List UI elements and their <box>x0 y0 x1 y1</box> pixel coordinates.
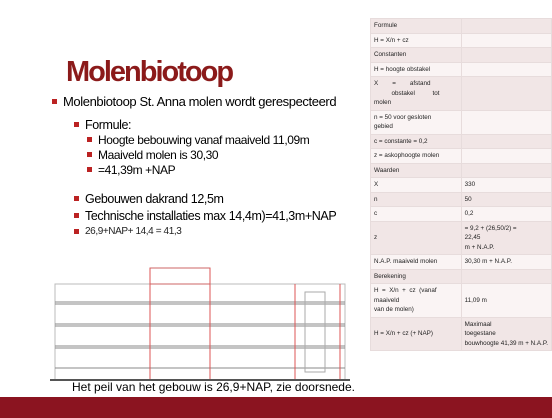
table-cell: 30,30 m + N.A.P. <box>460 254 552 270</box>
table-row: H = X/n + cz <box>370 32 552 48</box>
cell-line: Berekening <box>374 272 406 280</box>
cell-line: 50 <box>464 195 472 203</box>
cell-line: gebied <box>374 123 393 130</box>
table-cell: X = afstand obstakel tot molen <box>370 76 462 111</box>
table-cell: Maximaal toegestane bouwhoogte 41,39 m + N… <box>460 316 552 351</box>
cell-line: H = hoogte obstakel <box>374 65 431 73</box>
cell-line: n = 50 voor gesloten <box>374 113 432 121</box>
table-row: Berekening <box>370 268 552 284</box>
cell-line: Waarden <box>374 166 400 174</box>
bullet: Hoogte bebouwing vanaf maaiveld 11,09m <box>86 133 310 147</box>
cell-line: X <box>374 181 379 188</box>
cell-line: bouwhoogte 41,39 m + N.A.P. <box>464 339 548 347</box>
table-cell: Berekening <box>370 268 462 284</box>
table-cell: Constanten <box>370 47 462 63</box>
bullet: Maaiveld molen is 30,30 <box>86 148 219 162</box>
table-cell <box>460 47 552 63</box>
table-cell: = 9,2 + (26,50/2) = 22,45 m + N.A.P. <box>460 220 552 255</box>
table-cell <box>460 61 552 77</box>
table-cell: n <box>370 191 462 207</box>
table-cell: c = constante = 0,2 <box>370 133 462 149</box>
cell-line: maaiveld <box>374 296 400 304</box>
table-cell: z <box>370 220 462 255</box>
cell-line: 30,30 m + N.A.P. <box>464 258 512 265</box>
table-row: n = 50 voor gesloten gebied <box>370 109 552 135</box>
table-cell: c <box>370 206 462 222</box>
table-cell: H = X/n + cz <box>370 32 462 48</box>
table-row: z = askophoogte molen <box>370 148 552 164</box>
table-row: Waarden <box>370 162 552 178</box>
cell-line: z <box>374 234 378 241</box>
table-cell <box>460 268 552 284</box>
table-cell: z = askophoogte molen <box>370 148 462 164</box>
table-row: X 330 <box>370 177 552 193</box>
cell-line: m + N.A.P. <box>464 243 495 251</box>
cell-line: 330 <box>464 181 476 188</box>
table-cell <box>460 76 552 111</box>
cell-line: N.A.P. maaiveld molen <box>374 258 438 265</box>
table-cell: H = hoogte obstakel <box>370 61 462 77</box>
caption: Het peil van het gebouw is 26,9+NAP, zie… <box>72 380 355 394</box>
table-cell <box>460 32 552 48</box>
cell-line: c = constante = 0,2 <box>374 137 428 145</box>
cell-line: van de molen) <box>374 306 414 313</box>
cell-line: X = afstand <box>374 80 431 87</box>
table-cell: X <box>370 177 462 193</box>
bullet: Molenbiotoop St. Anna molen wordt geresp… <box>51 94 337 109</box>
table-row: H = X/n + cz (vanaf maaiveld van de molen)… <box>370 283 552 318</box>
table-cell: 50 <box>460 191 552 207</box>
table-row: z = 9,2 + (26,50/2) = 22,45 m + N.A.P. <box>370 220 552 255</box>
table-row: c 0,2 <box>370 206 552 222</box>
table-cell: Waarden <box>370 162 462 178</box>
cell-line: H = X/n + cz (+ NAP) <box>374 330 433 337</box>
cell-line: H = X/n + cz <box>374 36 409 44</box>
table-cell: N.A.P. maaiveld molen <box>370 254 462 270</box>
cell-line: obstakel tot <box>374 89 440 97</box>
slide-title: Molenbiotoop <box>66 56 234 88</box>
bullet: Gebouwen dakrand 12,5m <box>74 192 224 206</box>
table-cell: n = 50 voor gesloten gebied <box>370 109 462 135</box>
table-row: X = afstand obstakel tot molen <box>370 76 552 111</box>
cell-line: 11,09 m <box>464 296 487 304</box>
table-cell: 330 <box>460 177 552 193</box>
table-row: c = constante = 0,2 <box>370 133 552 149</box>
bullet: 26,9+NAP+ 14,4 = 41,3 <box>73 226 182 237</box>
table-cell: 0,2 <box>460 206 552 222</box>
cell-line: 0,2 <box>464 210 474 217</box>
cell-line: n <box>374 195 378 203</box>
cell-line: 22,45 <box>464 234 481 241</box>
table-row: Formule <box>370 18 552 34</box>
formula-table: Formule H = X/n + cz Constanten H = hoogte … <box>370 18 552 351</box>
table-row: H = X/n + cz (+ NAP) Maximaal toegestane bo… <box>370 316 552 351</box>
footer-bar <box>0 397 552 418</box>
bullet: =41,39m +NAP <box>86 163 176 177</box>
table-row: H = hoogte obstakel <box>370 61 552 77</box>
table-cell <box>460 18 552 34</box>
cell-line: toegestane <box>464 330 496 337</box>
cell-line: z = askophoogte molen <box>374 152 440 159</box>
table-row: n 50 <box>370 191 552 207</box>
bullet: Technische installaties max 14,4m)=41,3m… <box>73 209 337 223</box>
bullet: Formule: <box>73 118 132 132</box>
table-cell <box>460 133 552 149</box>
table-row: Constanten <box>370 47 552 63</box>
building-section-drawing <box>50 267 350 381</box>
table-cell <box>460 148 552 164</box>
cell-line: Formule <box>374 22 398 29</box>
table-row: N.A.P. maaiveld molen 30,30 m + N.A.P. <box>370 254 552 270</box>
cell-line: H = X/n + cz (vanaf <box>374 287 437 294</box>
cell-line: Maximaal <box>464 320 492 328</box>
table-cell <box>460 162 552 178</box>
table-cell: Formule <box>370 18 462 34</box>
table-cell: H = X/n + cz (+ NAP) <box>370 316 462 351</box>
cell-line: Constanten <box>374 51 407 58</box>
cell-line: = 9,2 + (26,50/2) = <box>464 224 517 232</box>
table-cell: H = X/n + cz (vanaf maaiveld van de molen) <box>370 283 462 318</box>
cell-line: c <box>374 210 378 217</box>
table-cell <box>460 109 552 135</box>
cell-line: molen <box>374 99 392 106</box>
table-cell: 11,09 m <box>460 283 552 318</box>
